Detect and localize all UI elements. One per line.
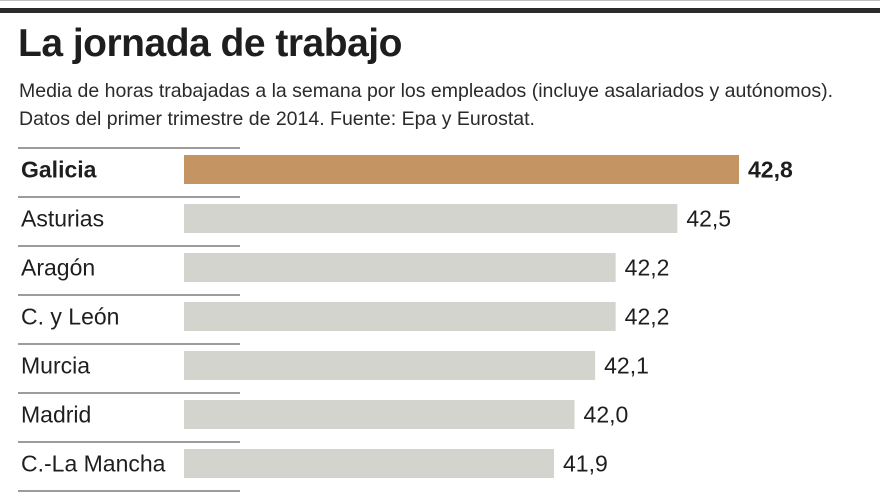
- category-label-aragon: Aragón: [21, 255, 95, 281]
- category-label-asturias: Asturias: [21, 206, 104, 232]
- category-label-madrid: Madrid: [21, 402, 91, 428]
- bar-aragon: [184, 253, 616, 282]
- top-thin-rule: [0, 0, 880, 1]
- category-label-galicia: Galicia: [21, 157, 97, 183]
- category-label-murcia: Murcia: [21, 353, 90, 379]
- value-label-galicia: 42,8: [748, 157, 793, 183]
- bar-galicia: [184, 155, 739, 184]
- value-label-aragon: 42,2: [625, 255, 670, 281]
- value-label-madrid: 42,0: [584, 402, 629, 428]
- category-label-c-y-leon: C. y León: [21, 304, 119, 330]
- chart-subtitle-line-2: Datos del primer trimestre de 2014. Fuen…: [19, 108, 535, 130]
- chart-title: La jornada de trabajo: [18, 22, 402, 65]
- category-label-c-la-mancha: C.-La Mancha: [21, 451, 166, 477]
- bar-asturias: [184, 204, 678, 233]
- chart-subtitle-line-1: Media de horas trabajadas a la semana po…: [19, 80, 834, 102]
- value-label-murcia: 42,1: [604, 353, 649, 379]
- bar-c-y-leon: [184, 302, 616, 331]
- value-label-c-la-mancha: 41,9: [563, 451, 608, 477]
- bar-c-la-mancha: [184, 449, 554, 478]
- value-label-asturias: 42,5: [686, 206, 731, 232]
- bar-murcia: [184, 351, 596, 380]
- value-label-c-y-leon: 42,2: [625, 304, 670, 330]
- top-thick-rule: [0, 8, 880, 13]
- bar-madrid: [184, 400, 575, 429]
